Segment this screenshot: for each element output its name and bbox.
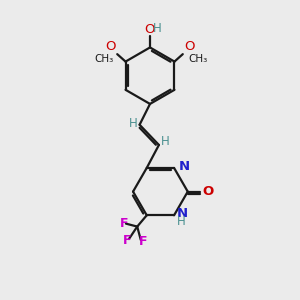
Text: O: O [184, 40, 195, 53]
Text: F: F [123, 234, 131, 247]
Text: H: H [177, 215, 186, 228]
Text: H: H [129, 117, 137, 130]
Text: O: O [105, 40, 116, 53]
Text: H: H [161, 136, 170, 148]
Text: F: F [120, 217, 128, 230]
Text: O: O [202, 185, 214, 198]
Text: N: N [179, 160, 190, 173]
Text: CH₃: CH₃ [188, 54, 207, 64]
Text: O: O [145, 22, 155, 36]
Text: H: H [152, 22, 161, 35]
Text: CH₃: CH₃ [94, 54, 113, 64]
Text: N: N [177, 207, 188, 220]
Text: F: F [139, 235, 147, 248]
